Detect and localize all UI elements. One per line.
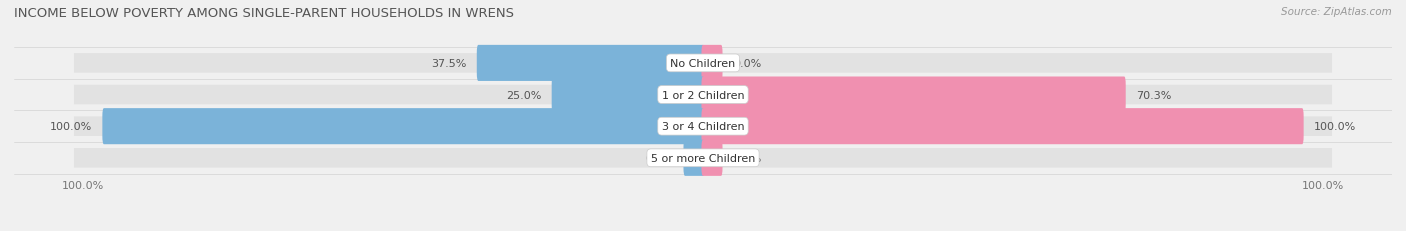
Text: 37.5%: 37.5%	[432, 59, 467, 69]
Text: 3 or 4 Children: 3 or 4 Children	[662, 122, 744, 132]
Text: Source: ZipAtlas.com: Source: ZipAtlas.com	[1281, 7, 1392, 17]
FancyBboxPatch shape	[75, 85, 1331, 105]
FancyBboxPatch shape	[103, 109, 704, 145]
FancyBboxPatch shape	[702, 77, 1126, 113]
FancyBboxPatch shape	[702, 140, 723, 176]
Text: 100.0%: 100.0%	[49, 122, 91, 132]
FancyBboxPatch shape	[551, 77, 704, 113]
Text: 0.0%: 0.0%	[733, 153, 761, 163]
FancyBboxPatch shape	[702, 109, 1303, 145]
FancyBboxPatch shape	[477, 46, 704, 82]
Text: 1 or 2 Children: 1 or 2 Children	[662, 90, 744, 100]
FancyBboxPatch shape	[75, 117, 1331, 136]
FancyBboxPatch shape	[75, 54, 1331, 73]
Text: 100.0%: 100.0%	[62, 180, 104, 190]
Text: No Children: No Children	[671, 59, 735, 69]
Text: 5 or more Children: 5 or more Children	[651, 153, 755, 163]
Text: 25.0%: 25.0%	[506, 90, 541, 100]
Text: 70.3%: 70.3%	[1136, 90, 1171, 100]
FancyBboxPatch shape	[702, 46, 723, 82]
Text: 100.0%: 100.0%	[1315, 122, 1357, 132]
Text: INCOME BELOW POVERTY AMONG SINGLE-PARENT HOUSEHOLDS IN WRENS: INCOME BELOW POVERTY AMONG SINGLE-PARENT…	[14, 7, 515, 20]
Text: 100.0%: 100.0%	[1302, 180, 1344, 190]
Text: 0.0%: 0.0%	[733, 59, 761, 69]
Text: 0.0%: 0.0%	[645, 153, 673, 163]
FancyBboxPatch shape	[75, 148, 1331, 168]
FancyBboxPatch shape	[683, 140, 704, 176]
